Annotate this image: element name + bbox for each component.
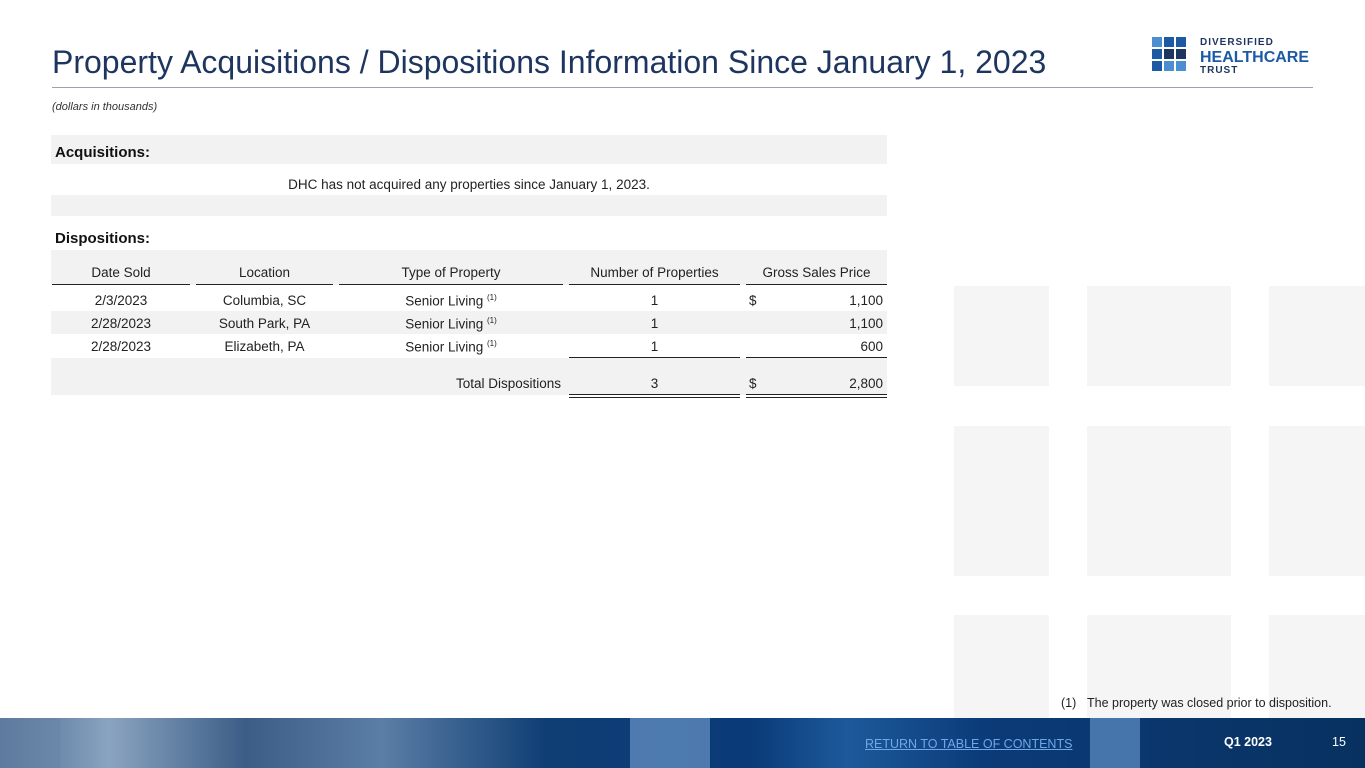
- cell: 1,100: [849, 293, 883, 308]
- subtitle: (dollars in thousands): [52, 101, 158, 113]
- type: Senior Living: [405, 293, 484, 309]
- band: [51, 135, 887, 164]
- logo-text: HEALTHCARE: [1200, 49, 1309, 66]
- total-currency: $: [749, 376, 757, 391]
- column-header: Number of Properties: [590, 265, 719, 280]
- column-rule: [746, 357, 887, 358]
- note: DHC has not acquired any properties sinc…: [288, 177, 650, 192]
- band: [51, 195, 887, 216]
- cell: Senior Living (1): [339, 293, 563, 309]
- note-marker: (1): [487, 293, 497, 302]
- row-band: [51, 358, 887, 395]
- period: Q1 2023: [1224, 735, 1272, 749]
- decor: [1087, 426, 1231, 576]
- cell: 1,100: [849, 316, 883, 331]
- column-rule: [196, 284, 333, 285]
- column-rule: [569, 284, 740, 285]
- cell: Columbia, SC: [222, 293, 307, 308]
- cell: Elizabeth, PA: [224, 339, 305, 354]
- footer-decor: [630, 718, 710, 768]
- column-rule: [52, 284, 190, 285]
- type: Senior Living: [405, 316, 484, 332]
- decor: [1087, 286, 1231, 386]
- decor: [954, 286, 1049, 386]
- cell: 2/28/2023: [90, 339, 152, 354]
- cell: 1: [650, 293, 659, 308]
- column-header: Location: [238, 265, 291, 280]
- toc-link[interactable]: RETURN TO TABLE OF CONTENTS: [865, 737, 1073, 751]
- footnote-marker: (1): [1061, 696, 1077, 710]
- total-count: 3: [650, 376, 659, 391]
- column-rule: [569, 357, 740, 358]
- decor: [954, 426, 1049, 576]
- decor: [1269, 426, 1365, 576]
- cell: 1: [650, 316, 659, 331]
- double-rule: [746, 397, 887, 398]
- note-marker: (1): [487, 316, 497, 325]
- type: Senior Living: [405, 339, 484, 355]
- total-label: Total Dispositions: [455, 376, 561, 391]
- column-rule: [746, 284, 887, 285]
- footnote: The property was closed prior to disposi…: [1087, 696, 1332, 710]
- cell: $: [749, 293, 757, 308]
- row-band: [51, 311, 887, 334]
- section-heading: Acquisitions:: [55, 144, 151, 161]
- page-number: 15: [1332, 735, 1346, 749]
- cell: 2/3/2023: [94, 293, 148, 308]
- decor: [1269, 615, 1365, 718]
- section-heading: Dispositions:: [55, 230, 151, 247]
- cell: Senior Living (1): [339, 339, 563, 355]
- title: Property Acquisitions / Dispositions Inf…: [52, 44, 1047, 80]
- band: [51, 250, 887, 285]
- total-price: 2,800: [849, 376, 883, 391]
- decor: [954, 615, 1049, 718]
- double-rule: [569, 397, 740, 398]
- cell: Senior Living (1): [339, 316, 563, 332]
- footer-decor: [1090, 718, 1140, 768]
- logo-text: TRUST: [1200, 65, 1238, 76]
- double-rule: [569, 394, 740, 395]
- column-header: Type of Property: [401, 265, 501, 280]
- cell: 600: [860, 339, 883, 354]
- column-rule: [339, 284, 563, 285]
- column-header: Gross Sales Price: [762, 265, 871, 280]
- note-marker: (1): [487, 339, 497, 348]
- cell: South Park, PA: [218, 316, 311, 331]
- decor: [1269, 286, 1365, 386]
- logo: DIVERSIFIED HEALTHCARE TRUST: [1152, 37, 1309, 76]
- decor: [1087, 615, 1231, 718]
- column-header: Date Sold: [91, 265, 151, 280]
- double-rule: [746, 394, 887, 395]
- cell: 1: [650, 339, 659, 354]
- footer-decor: [0, 718, 60, 768]
- cell: 2/28/2023: [90, 316, 152, 331]
- title-rule: [52, 87, 1313, 88]
- logo-text: DIVERSIFIED: [1200, 37, 1274, 48]
